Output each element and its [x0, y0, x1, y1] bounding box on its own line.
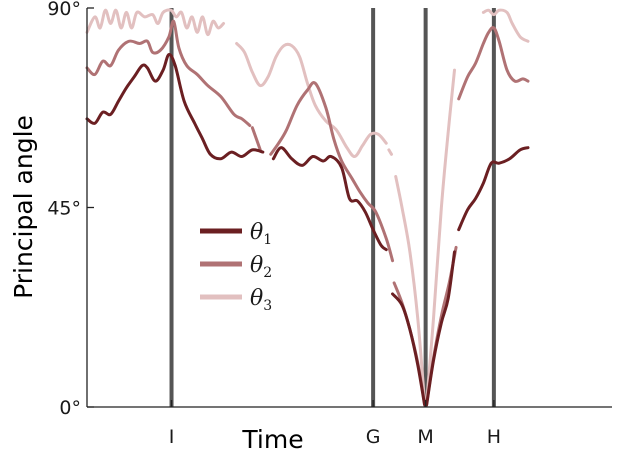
series-theta2-segment-1: [85, 19, 252, 127]
x-axis-label: Time: [241, 425, 303, 454]
legend-label-theta1: θ1: [250, 220, 272, 248]
series-theta1-segment-1: [85, 52, 265, 161]
legend-label-theta2: θ2: [250, 253, 272, 281]
y-tick-label-90: 90°: [47, 0, 81, 20]
series-theta3-segment-2: [235, 41, 388, 159]
series-theta3-segment-6: [481, 8, 530, 43]
legend: θ1 θ2 θ3: [200, 220, 272, 314]
y-ticks: 0° 45° 90°: [47, 0, 94, 419]
series-theta1-segment-4: [425, 250, 456, 407]
series-lines: [85, 8, 530, 407]
series-theta1-segment-5: [457, 146, 530, 232]
y-tick-label-45: 45°: [47, 198, 81, 220]
series-theta3-segment-5: [425, 68, 456, 405]
y-axis-label: Principal angle: [9, 115, 38, 299]
y-tick-label-0: 0°: [59, 397, 81, 419]
series-theta1-segment-2: [271, 146, 388, 252]
series-theta3-segment-4: [394, 174, 427, 405]
legend-label-theta3: θ3: [250, 286, 272, 314]
x-tick-label-i: I: [169, 426, 175, 448]
series-theta2-segment-3: [269, 81, 395, 263]
series-theta2-segment-6: [457, 26, 530, 101]
series-theta1-segment-3: [391, 292, 427, 407]
x-tick-label-g: G: [366, 426, 381, 448]
series-theta3-segment-3: [387, 148, 393, 156]
x-tick-label-h: H: [487, 426, 501, 448]
series-theta3-segment-1: [85, 8, 225, 37]
x-tick-label-m: M: [417, 426, 433, 448]
event-lines: [169, 8, 496, 407]
series-theta2-segment-2: [250, 126, 262, 152]
